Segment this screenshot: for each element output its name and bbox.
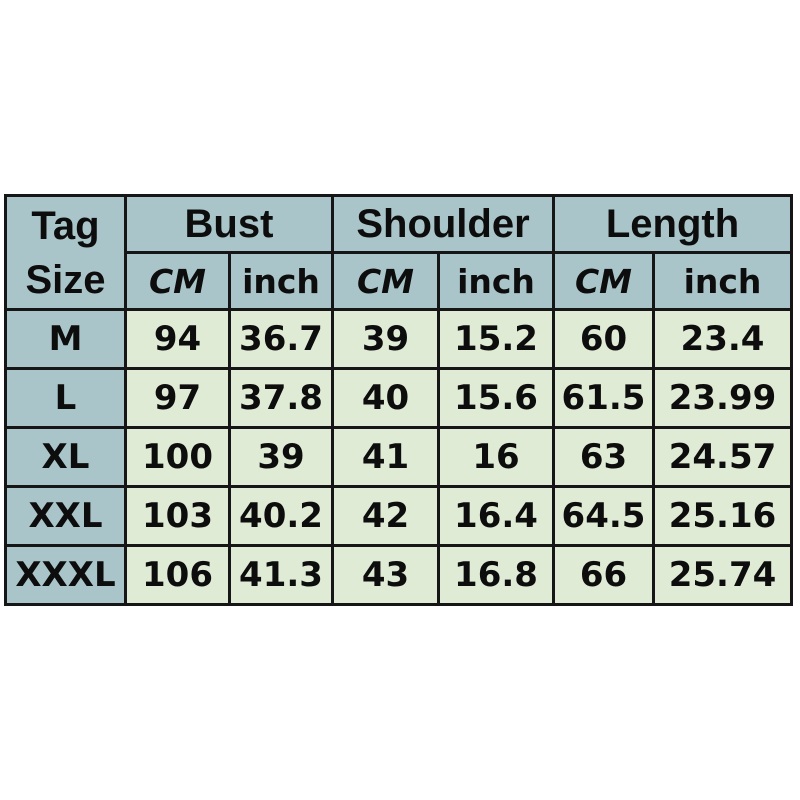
subheader-bust-inch: inch <box>228 251 334 311</box>
value-cell: 37.8 <box>228 367 334 429</box>
size-chart-table: Tag Size Bust Shoulder Length CM inch CM… <box>4 194 793 606</box>
value-cell: 103 <box>124 485 231 547</box>
table-row-xxl: XXL 103 40.2 42 16.4 64.5 25.16 <box>4 485 793 547</box>
subheader-shoulder-cm: CM <box>331 251 440 311</box>
value-cell: 16.8 <box>437 544 555 606</box>
value-cell: 39 <box>228 426 334 488</box>
value-cell: 15.2 <box>437 308 555 370</box>
value-cell: 25.16 <box>652 485 793 547</box>
value-cell: 23.4 <box>652 308 793 370</box>
subheader-shoulder-inch: inch <box>437 251 555 311</box>
size-label-l: L <box>4 367 127 429</box>
size-label-xxl: XXL <box>4 485 127 547</box>
value-cell: 36.7 <box>228 308 334 370</box>
value-cell: 40 <box>331 367 440 429</box>
column-group-length: Length <box>552 194 793 254</box>
header-row-units: CM inch CM inch CM inch <box>6 251 793 311</box>
table-row-xl: XL 100 39 41 16 63 24.57 <box>4 426 793 488</box>
value-cell: 63 <box>552 426 655 488</box>
value-cell: 25.74 <box>652 544 793 606</box>
value-cell: 61.5 <box>552 367 655 429</box>
value-cell: 41.3 <box>228 544 334 606</box>
value-cell: 40.2 <box>228 485 334 547</box>
table-row-xxxl: XXXL 106 41.3 43 16.8 66 25.74 <box>4 544 793 606</box>
value-cell: 106 <box>124 544 231 606</box>
subheader-length-inch: inch <box>652 251 793 311</box>
subheader-length-cm: CM <box>552 251 655 311</box>
value-cell: 60 <box>552 308 655 370</box>
value-cell: 100 <box>124 426 231 488</box>
value-cell: 97 <box>124 367 231 429</box>
table-row-m: M 94 36.7 39 15.2 60 23.4 <box>4 308 793 370</box>
value-cell: 42 <box>331 485 440 547</box>
value-cell: 94 <box>124 308 231 370</box>
size-label-xl: XL <box>4 426 127 488</box>
value-cell: 66 <box>552 544 655 606</box>
value-cell: 16.4 <box>437 485 555 547</box>
value-cell: 16 <box>437 426 555 488</box>
value-cell: 15.6 <box>437 367 555 429</box>
corner-header-tag-size: Tag Size <box>4 194 127 311</box>
size-label-xxxl: XXXL <box>4 544 127 606</box>
table-row-l: L 97 37.8 40 15.6 61.5 23.99 <box>4 367 793 429</box>
value-cell: 43 <box>331 544 440 606</box>
value-cell: 23.99 <box>652 367 793 429</box>
column-group-bust: Bust <box>124 194 334 254</box>
size-label-m: M <box>4 308 127 370</box>
value-cell: 41 <box>331 426 440 488</box>
value-cell: 39 <box>331 308 440 370</box>
header-row-groups: Tag Size Bust Shoulder Length <box>4 194 793 311</box>
column-group-shoulder: Shoulder <box>331 194 555 254</box>
subheader-bust-cm: CM <box>124 251 231 311</box>
value-cell: 24.57 <box>652 426 793 488</box>
value-cell: 64.5 <box>552 485 655 547</box>
